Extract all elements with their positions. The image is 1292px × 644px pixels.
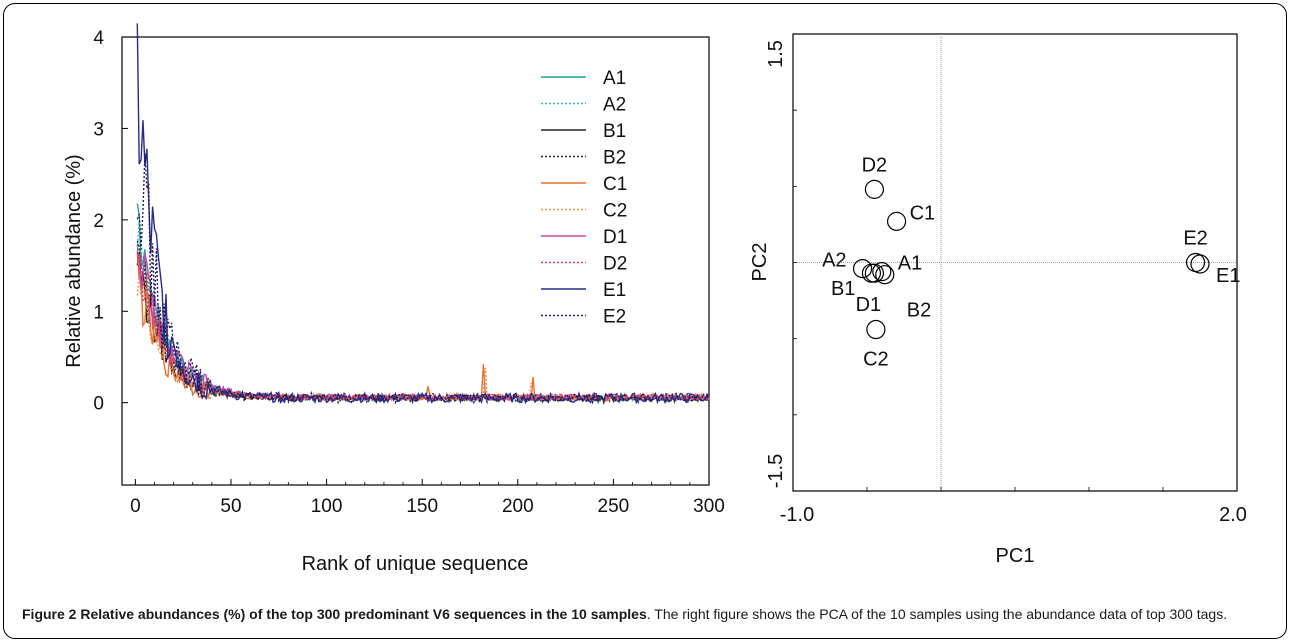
line-chart-axes: 0 50 100 150 200 250 300 0 1 2 3 4: [93, 28, 724, 517]
legend-label: C2: [603, 201, 627, 222]
legend-label: C1: [603, 174, 627, 195]
pca-point-label: E1: [1216, 265, 1240, 287]
x-tick-label: 300: [693, 496, 725, 517]
figure-charts: 0 50 100 150 200 250 300 0 1 2 3 4 A1 A2 B1 B2 C1 C2 D1 D2…: [4, 4, 1287, 604]
line-chart-x-axis-label: Rank of unique sequence: [302, 553, 529, 575]
x-tick-label: 250: [598, 496, 630, 517]
y-tick-label: 1: [93, 302, 104, 323]
y-tick-label: 0: [93, 394, 104, 415]
pca-point-c1: [888, 212, 906, 230]
figure-caption-text: . The right figure shows the PCA of the …: [647, 606, 1227, 622]
x-tick-label: 150: [406, 496, 438, 517]
line-chart-legend: A1 A2 B1 B2 C1 C2 D1 D2 E1 E2: [541, 68, 627, 328]
y-tick-label: 4: [93, 28, 104, 49]
pca-point-label: B2: [907, 300, 931, 322]
y-tick-label: 1.5: [765, 40, 787, 68]
legend-label: A2: [603, 95, 626, 116]
pca-point-label: E2: [1183, 228, 1207, 250]
pca-point-label: A1: [898, 253, 922, 275]
legend-label: E1: [603, 280, 626, 301]
legend-label: E2: [603, 307, 626, 328]
pca-chart-x-axis-label: PC1: [996, 545, 1035, 567]
pca-point-label: B1: [831, 278, 855, 300]
x-tick-label: 0: [130, 496, 141, 517]
legend-label: D1: [603, 227, 627, 248]
x-tick-label: -1.0: [780, 504, 814, 526]
pca-chart-y-axis-label: PC2: [749, 243, 771, 282]
legend-label: B2: [603, 148, 626, 169]
line-chart-y-axis-label: Relative abundance (%): [63, 154, 85, 367]
y-tick-label: -1.5: [765, 454, 787, 488]
line-chart: 0 50 100 150 200 250 300 0 1 2 3 4 A1 A2 B1 B2 C1 C2 D1 D2…: [63, 23, 725, 575]
pca-point-label: C1: [910, 202, 936, 224]
pca-point-label: D2: [862, 154, 888, 176]
pca-point-c2: [867, 321, 885, 339]
pca-point-label: C2: [863, 349, 889, 371]
legend-label: B1: [603, 121, 626, 142]
y-tick-label: 2: [93, 211, 104, 232]
x-tick-label: 2.0: [1219, 504, 1247, 526]
pca-point-label: D1: [856, 294, 882, 316]
figure-caption: Figure 2 Relative abundances (%) of the …: [22, 604, 1284, 624]
pca-point-label: A2: [822, 250, 846, 272]
x-tick-label: 100: [311, 496, 343, 517]
figure-frame: 0 50 100 150 200 250 300 0 1 2 3 4 A1 A2 B1 B2 C1 C2 D1 D2…: [3, 3, 1287, 639]
legend-label: A1: [603, 68, 626, 89]
x-tick-label: 200: [502, 496, 534, 517]
figure-caption-title: Figure 2 Relative abundances (%) of the …: [22, 606, 647, 622]
x-tick-label: 50: [220, 496, 241, 517]
y-tick-label: 3: [93, 119, 104, 140]
pca-point-d2: [865, 180, 883, 198]
legend-label: D2: [603, 254, 627, 275]
